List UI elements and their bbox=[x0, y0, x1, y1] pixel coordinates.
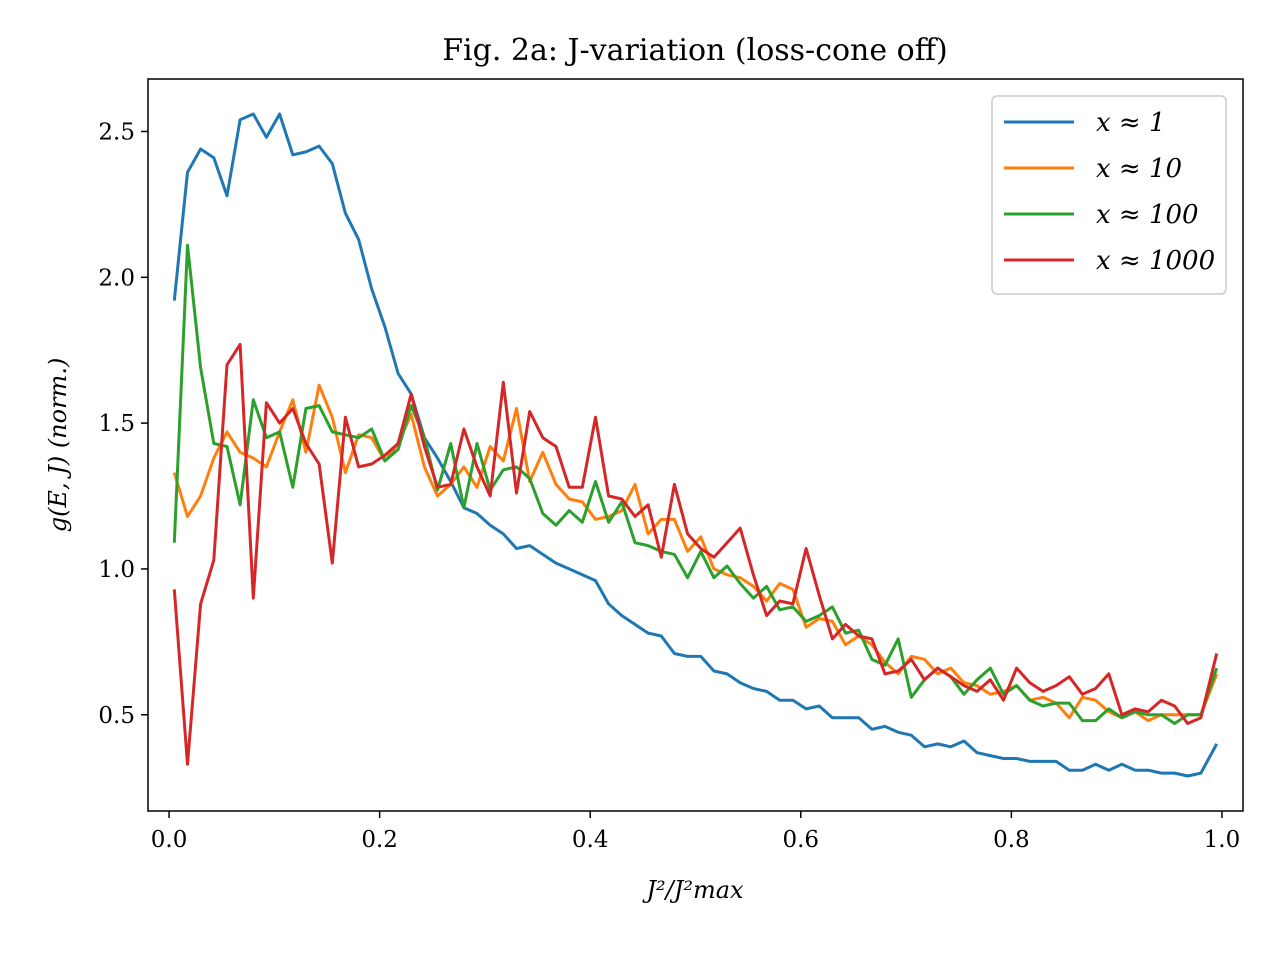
legend-label-4: x ≈ 1000 bbox=[1096, 246, 1215, 276]
series-line-3 bbox=[172, 243, 1219, 725]
y-tick-label: 0.5 bbox=[98, 703, 135, 729]
series-line-4 bbox=[172, 342, 1219, 766]
y-tick-label: 2.5 bbox=[98, 119, 135, 145]
legend-label-2: x ≈ 10 bbox=[1096, 154, 1182, 184]
series-line-2 bbox=[172, 383, 1219, 723]
y-tick-label: 1.0 bbox=[98, 557, 135, 583]
series-line-1 bbox=[172, 112, 1219, 778]
legend-box bbox=[991, 95, 1227, 295]
legend-label-1: x ≈ 1 bbox=[1096, 108, 1166, 138]
x-tick-label: 0.4 bbox=[572, 827, 609, 853]
series-layer bbox=[172, 112, 1219, 778]
x-tick-label: 0.6 bbox=[782, 827, 819, 853]
x-tick-label: 0.2 bbox=[361, 827, 398, 853]
y-axis-label: g(E, J) (norm.) bbox=[44, 358, 72, 533]
x-axis-label: J²/J²max bbox=[641, 876, 744, 904]
chart-title: Fig. 2a: J-variation (loss-cone off) bbox=[442, 33, 948, 68]
x-tick-label: 1.0 bbox=[1204, 827, 1241, 853]
x-tick-label: 0.8 bbox=[993, 827, 1030, 853]
x-tick-label: 0.0 bbox=[151, 827, 188, 853]
y-tick-label: 2.0 bbox=[98, 265, 135, 291]
legend-items: x ≈ 1 x ≈ 10 x ≈ 100 x ≈ 1000 bbox=[1004, 108, 1215, 276]
legend-label-3: x ≈ 100 bbox=[1096, 200, 1199, 230]
y-tick-label: 1.5 bbox=[98, 411, 135, 437]
legend: x ≈ 1 x ≈ 10 x ≈ 100 x ≈ 1000 bbox=[991, 95, 1227, 295]
plot-frame bbox=[147, 78, 1244, 812]
ticks-layer: 0.0 0.2 0.4 0.6 0.8 1.0 0.5 1.0 1.5 2.0 2.5 bbox=[98, 119, 1240, 853]
